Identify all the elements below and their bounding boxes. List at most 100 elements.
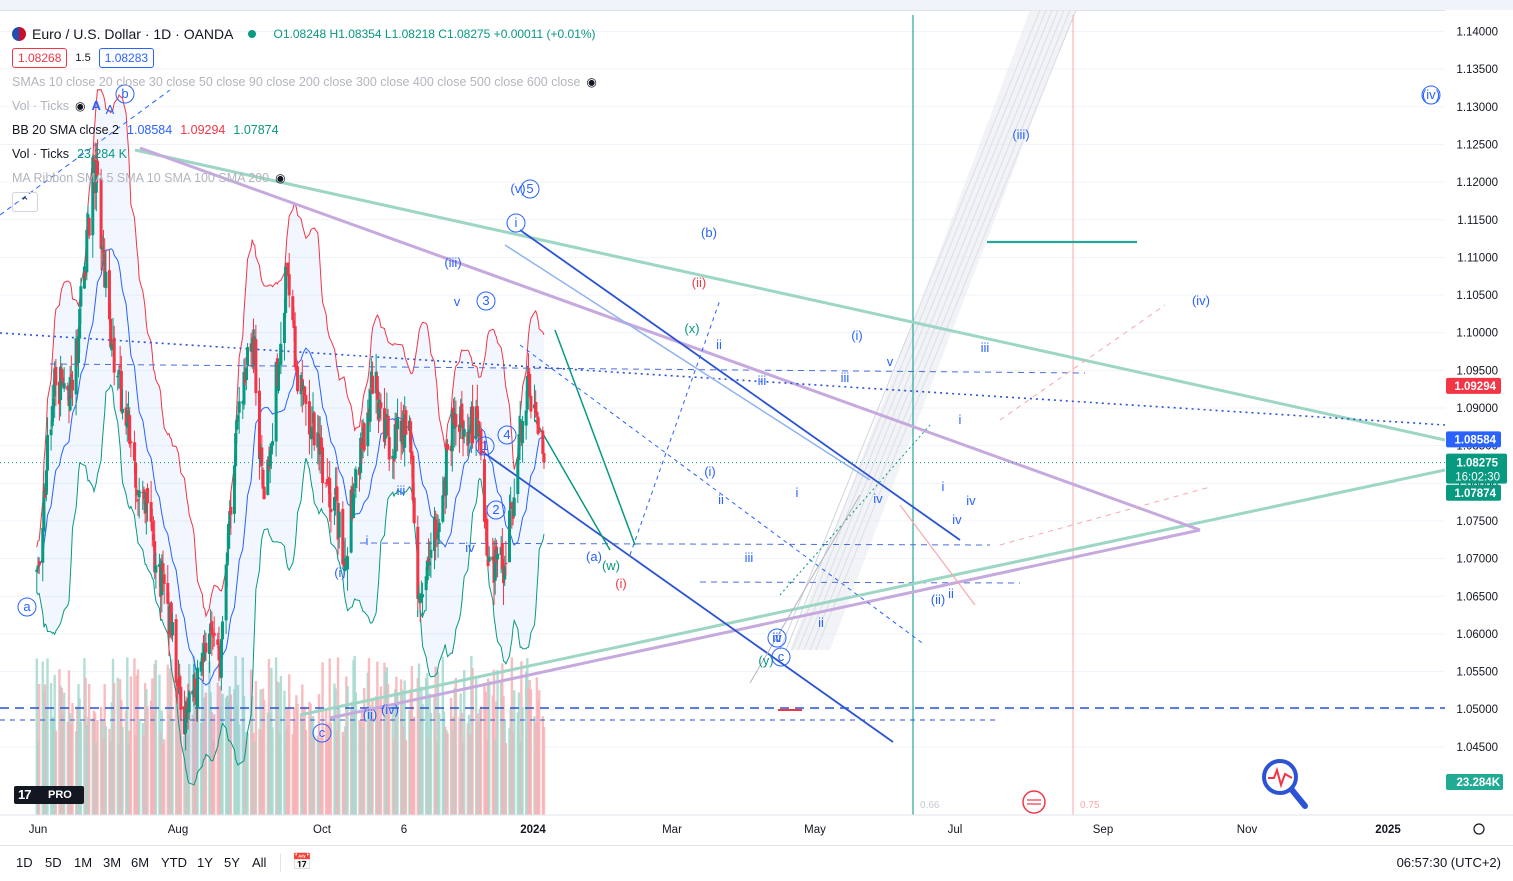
candle-body [225,552,229,566]
candle-body [354,469,358,489]
candle-body [136,499,140,501]
wave-label: v [887,354,894,369]
indicator-vol[interactable]: Vol · Ticks 23.284 K [12,142,597,166]
indicator-vol-hidden[interactable]: Vol · Ticks ◉ A [12,94,597,118]
range-5d-button[interactable]: 5D [45,855,62,870]
eye-hidden-icon[interactable]: ◉ [586,75,597,89]
wave-label: (iii) [1012,127,1029,142]
wave-label: (i) [334,565,346,580]
volume-bar [138,718,141,815]
volume-bar [429,712,433,815]
trendlines[interactable] [0,89,1446,743]
candle-body [44,470,48,495]
time-tick-label: Sep [1093,824,1113,836]
price-axis: 1.14000 1.13500 1.13000 1.12500 1.12000 1.115… [1445,10,1513,815]
volume-bar [46,658,49,815]
wave-label: (ii) [692,275,706,290]
candle-body [307,401,311,435]
volume-bar [79,721,83,815]
candle-body [74,338,78,395]
indicator-ribbon[interactable]: MA Ribbon SMA 5 SMA 10 SMA 100 SMA 200 ◉ [12,166,597,190]
candle-body [137,490,141,498]
candle-body [35,569,39,572]
magnifier-icon [1262,759,1298,795]
price-tick-label: 1.10000 [1456,328,1498,340]
candle-body [150,521,154,532]
wave-label: iv [465,540,475,555]
candle-body [92,159,96,161]
symbol-title[interactable]: Euro / U.S. Dollar · 1D · OANDA [32,26,234,42]
candle-body [162,574,166,584]
wave-label: iv [873,491,883,506]
clock-timezone[interactable]: 06:57:30 (UTC+2) [1396,855,1501,870]
bb-label: BB 20 SMA close 2 [12,123,120,137]
volume-bar [538,690,541,815]
candle-body [529,396,533,412]
candle-body [493,549,497,581]
range-1m-button[interactable]: 1M [74,855,93,870]
channel-upper-line [519,229,961,541]
candles [35,139,546,751]
price-tick-label: 1.09500 [1456,365,1498,377]
wave-label: 1 [481,438,488,453]
price-tick-label: 1.13500 [1456,64,1498,76]
price-tick-label: 1.06000 [1456,629,1498,641]
range-ytd-button[interactable]: YTD [161,855,187,870]
range-6m-button[interactable]: 6M [131,855,150,870]
alert-a-icon: A [91,98,101,113]
wave-label: (iv) [1422,87,1440,102]
wave-label: (x) [684,321,699,336]
wave-label: i [942,479,945,494]
tradingview-logo[interactable]: 17 PRO [14,786,84,804]
wave-label: a [23,599,31,614]
range-1y-button[interactable]: 1Y [197,855,213,870]
candle-body [319,437,323,451]
candle-body [368,390,372,422]
volume-bar [542,727,546,815]
buy-price-button[interactable]: 1.08283 [98,48,155,68]
candle-body [310,427,314,440]
bb-upper-value: 1.09294 [180,123,226,137]
range-1d-button[interactable]: 1D [16,855,33,870]
wave-label: (a) [586,549,602,564]
volume-bar [496,670,499,815]
price-chart[interactable]: abA(v) 5i(iii)v 3(b)(ii)(x)ii(i)viiiiii(ii… [0,10,1513,845]
wave-label: (b) [701,225,717,240]
eye-hidden-icon[interactable]: ◉ [275,171,286,185]
candle-body [85,229,89,273]
candle-body [378,399,382,418]
range-all-button[interactable]: All [252,855,267,870]
volume-bar [229,694,233,815]
price-axis-bg [1445,10,1513,815]
candle-body [257,390,261,460]
candle-body [384,418,388,439]
candle-body [132,442,136,461]
candle-body [525,375,529,410]
wave-label: (w) [602,558,620,573]
range-5y-button[interactable]: 5Y [224,855,240,870]
sell-price-button[interactable]: 1.08268 [12,48,68,68]
candle-body [193,678,197,688]
volume-bar [54,730,58,815]
candle-body [269,444,273,455]
fib-level-label: 0.66 [920,800,940,811]
last-price-badge [1446,453,1507,484]
calendar-goto-icon[interactable]: 📅 [292,854,312,871]
wave-label: iii [758,373,767,388]
candle-body [54,366,58,386]
candle-body [524,410,528,426]
eye-hidden-icon[interactable]: ◉ [74,99,86,113]
candle-body [71,379,75,391]
indicator-smas[interactable]: SMAs 10 close 20 close 30 close 50 close… [12,70,597,94]
indicator-bb[interactable]: BB 20 SMA close 2 1.08584 1.09294 1.0787… [12,118,597,142]
volume-bar [254,680,258,815]
candle-body [391,455,395,459]
candle-body [429,549,433,558]
range-3m-button[interactable]: 3M [103,855,122,870]
candle-body [154,565,158,573]
candle-body [460,403,464,425]
candle-body [107,270,111,320]
collapse-legend-button[interactable]: ⌃ [12,192,38,212]
price-tick-label: 1.11000 [1457,252,1498,264]
candle-body [103,253,107,288]
